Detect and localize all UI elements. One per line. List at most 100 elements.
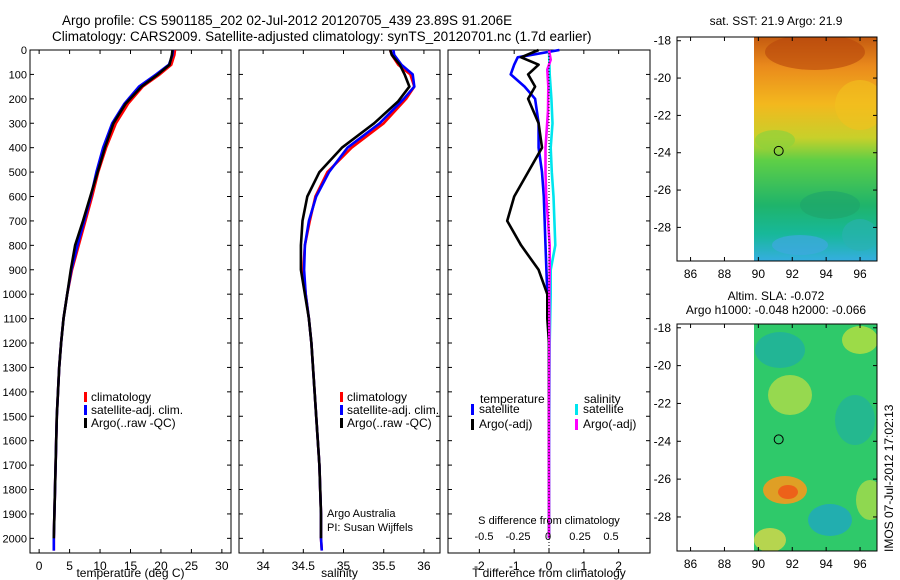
- depth-tick-label: 0: [21, 45, 27, 57]
- difference-legend-swatch: [471, 404, 474, 415]
- sla_map-ytick-label: -22: [654, 396, 672, 410]
- sla_map-xtick-label: 90: [752, 557, 766, 571]
- sst_map-xtick-label: 88: [718, 267, 732, 281]
- difference-xtick-label: -2: [474, 559, 485, 573]
- depth-tick-label: 1700: [3, 460, 27, 472]
- temperature-xtick-label: 20: [154, 559, 168, 573]
- sla_map-xtick-label: 96: [853, 557, 867, 571]
- salinity-xtick-label: 34.5: [292, 559, 316, 573]
- temperature-xtick-label: 15: [124, 559, 138, 573]
- sla-heatmap: [754, 324, 877, 551]
- difference-legend-label: Argo(-adj): [583, 417, 636, 431]
- salinity-legend-label: climatology: [347, 390, 407, 404]
- temperature-xtick-label: 25: [185, 559, 199, 573]
- temperature-legend-swatch: [84, 405, 87, 415]
- temperature-xtick-label: 5: [66, 559, 73, 573]
- pi-label: PI: Susan Wijffels: [327, 522, 413, 534]
- temperature-xtick-label: 0: [36, 559, 43, 573]
- salinity-series-line: [299, 49, 411, 539]
- difference-series-line: [509, 48, 560, 539]
- sla_map-ytick-label: -24: [654, 434, 672, 448]
- sla_map-ytick-label: -18: [654, 321, 672, 335]
- sst_map-ytick-label: -26: [654, 183, 672, 197]
- temperature-series-line: [52, 49, 174, 539]
- temperature-legend-swatch: [84, 418, 87, 428]
- sst_map-xtick-label: 92: [786, 267, 800, 281]
- temperature-series-line: [52, 49, 177, 551]
- depth-tick-label: 1800: [3, 485, 27, 497]
- sst_map-ytick-label: -20: [654, 71, 672, 85]
- figure-title-line2: Climatology: CARS2009. Satellite-adjuste…: [52, 29, 592, 44]
- salinity-xtick-label: 35.5: [372, 559, 396, 573]
- difference-legend-swatch: [575, 419, 578, 430]
- temperature-xtick-label: 30: [215, 559, 229, 573]
- difference-top-xlabel: S difference from climatology: [478, 515, 620, 527]
- difference-legend-label: Argo(-adj): [479, 417, 532, 431]
- sla_map-xtick-label: 92: [786, 557, 800, 571]
- temperature-xtick-label: 10: [93, 559, 107, 573]
- difference-xtick-label: 2: [615, 559, 622, 573]
- sla-map-title: Altim. SLA: -0.072: [728, 289, 825, 303]
- depth-tick-label: 1000: [3, 289, 27, 301]
- sst_map-xtick-label: 96: [853, 267, 867, 281]
- difference-top-tick-label: 0.25: [569, 531, 590, 543]
- difference-xtick-label: 0: [546, 559, 553, 573]
- sst_map-frame: [676, 36, 878, 262]
- difference-legend-label: satellite: [479, 402, 520, 416]
- difference-legend-label: satellite: [583, 402, 624, 416]
- sla_map-ytick-label: -28: [654, 510, 672, 524]
- depth-tick-label: 1400: [3, 387, 27, 399]
- sst_map-ytick-label: -22: [654, 108, 672, 122]
- temperature-legend-swatch: [84, 392, 87, 402]
- sla_map-ytick-label: -26: [654, 472, 672, 486]
- difference-legend-swatch: [575, 404, 578, 415]
- depth-tick-label: 1500: [3, 411, 27, 423]
- sla_map-argo-position-marker: [773, 434, 784, 445]
- depth-tick-label: 1300: [3, 362, 27, 374]
- depth-tick-label: 1600: [3, 436, 27, 448]
- temperature-xlabel: temperature (deg C): [76, 566, 184, 580]
- difference-xtick-label: -1: [509, 559, 520, 573]
- depth-tick-label: 1900: [3, 509, 27, 521]
- depth-tick-label: 200: [9, 94, 27, 106]
- temperature-plot-frame: [29, 49, 232, 554]
- sla_map-xtick-label: 94: [819, 557, 833, 571]
- salinity-legend-label: Argo(..raw -QC): [347, 416, 432, 430]
- salinity-legend-swatch: [340, 405, 343, 415]
- difference-series-line: [505, 48, 551, 539]
- difference-xtick-label: 1: [580, 559, 587, 573]
- sst-heatmap: [754, 37, 877, 261]
- sst_map-argo-position-marker: [773, 145, 784, 156]
- depth-tick-label: 300: [9, 118, 27, 130]
- depth-tick-label: 500: [9, 167, 27, 179]
- depth-tick-label: 400: [9, 143, 27, 155]
- depth-tick-label: 1200: [3, 338, 27, 350]
- temperature-legend-label: Argo(..raw -QC): [91, 416, 176, 430]
- depth-tick-label: 1100: [3, 314, 27, 326]
- depth-tick-label: 800: [9, 240, 27, 252]
- difference-legend-swatch: [471, 419, 474, 430]
- difference-xlabel: T difference from climatology: [472, 566, 626, 580]
- depth-tick-label: 900: [9, 265, 27, 277]
- difference-top-tick-label: -0.25: [505, 531, 530, 543]
- sla-map-subtitle: Argo h1000: -0.048 h2000: -0.066: [686, 303, 866, 317]
- salinity-xlabel: salinity: [321, 566, 358, 580]
- sst_map-xtick-label: 86: [684, 267, 698, 281]
- temperature-legend-label: satellite-adj. clim.: [91, 403, 183, 417]
- salinity-xtick-label: 35: [337, 559, 351, 573]
- salinity-legend-swatch: [340, 392, 343, 402]
- figure-title-line1: Argo profile: CS 5901185_202 02-Jul-2012…: [62, 13, 513, 28]
- legend-title-temperature: temperature: [480, 392, 545, 406]
- difference-top-tick-label: 0: [545, 531, 551, 543]
- salinity-plot-frame: [238, 49, 441, 554]
- temperature-legend-label: climatology: [91, 390, 151, 404]
- sst_map-xtick-label: 90: [752, 267, 766, 281]
- imos-timestamp: IMOS 07-Jul-2012 17:02:13: [882, 404, 896, 552]
- sla_map-frame: [676, 323, 878, 552]
- sla_map-xtick-label: 88: [718, 557, 732, 571]
- difference-top-tick-label: -0.5: [475, 531, 494, 543]
- sst_map-ytick-label: -24: [654, 146, 672, 160]
- sst_map-ytick-label: -18: [654, 34, 672, 48]
- difference-top-tick-label: 0.5: [603, 531, 618, 543]
